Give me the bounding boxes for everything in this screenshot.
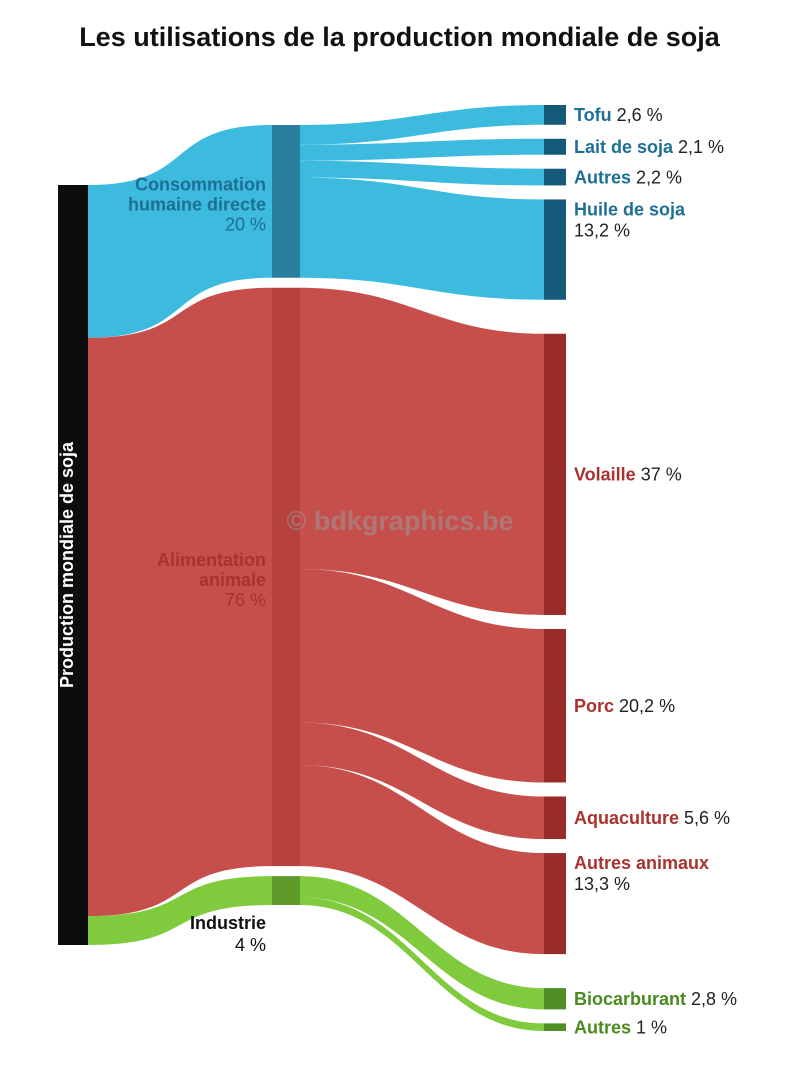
target-label-bio: Biocarburant 2,8 %	[574, 989, 737, 1009]
mid-node-industry	[272, 876, 300, 905]
watermark-text: © bdkgraphics.be	[287, 506, 514, 536]
target-label-huile: Huile de soja	[574, 200, 686, 220]
page-container: { "title": { "text": "Les utilisations d…	[0, 0, 799, 1079]
source-label-text: Production mondiale de soja	[57, 441, 77, 688]
target-node-volaille	[544, 334, 566, 615]
link-human-to-huile	[300, 177, 544, 299]
target-label-autresH: Autres 2,2 %	[574, 167, 682, 187]
link-human-to-tofu	[300, 105, 544, 145]
watermark: © bdkgraphics.be	[287, 506, 514, 536]
target-node-autresA	[544, 853, 566, 954]
link-animal-to-volaille	[300, 288, 544, 615]
mid-pct-human: 20 %	[225, 215, 266, 235]
sankey-diagram: Consommationhumaine directe20 % Alimentat…	[0, 0, 799, 1079]
target-node-porc	[544, 629, 566, 783]
mid-label-human-l1: Consommation	[135, 175, 266, 195]
mid-node-animal	[272, 288, 300, 866]
mid-pct-animal: 76 %	[225, 590, 266, 610]
mid-label-human-l2: humaine directe	[128, 195, 266, 215]
target-node-tofu	[544, 105, 566, 125]
mid-pct-industry: 4 %	[235, 935, 266, 955]
target-node-huile	[544, 199, 566, 299]
source-label: Production mondiale de soja	[57, 441, 77, 688]
target-label-tofu: Tofu 2,6 %	[574, 105, 663, 125]
mid-node-human	[272, 125, 300, 278]
target-label-autresI: Autres 1 %	[574, 1018, 667, 1038]
target-label-porc: Porc 20,2 %	[574, 696, 675, 716]
target-pct-huile: 13,2 %	[574, 221, 630, 241]
target-pct-autresA: 13,3 %	[574, 874, 630, 894]
target-node-aqua	[544, 796, 566, 839]
target-label-aqua: Aquaculture 5,6 %	[574, 808, 730, 828]
mid-label-animal-l1: Alimentation	[157, 550, 266, 570]
target-label-volaille: Volaille 37 %	[574, 465, 682, 485]
target-nodes	[544, 105, 566, 1031]
target-label-lait: Lait de soja 2,1 %	[574, 137, 724, 157]
target-node-bio	[544, 988, 566, 1009]
target-node-lait	[544, 139, 566, 155]
mid-label-animal-l2: animale	[199, 570, 266, 590]
links-mid-to-target	[300, 105, 544, 1031]
target-labels: Tofu 2,6 % Lait de soja 2,1 % Autres 2,2 %…	[574, 105, 737, 1037]
target-node-autresI	[544, 1023, 566, 1031]
mid-label-industry: Industrie	[190, 913, 266, 933]
target-label-autresA: Autres animaux	[574, 853, 709, 873]
target-node-autresH	[544, 169, 566, 186]
links-source-to-mid	[88, 125, 272, 945]
